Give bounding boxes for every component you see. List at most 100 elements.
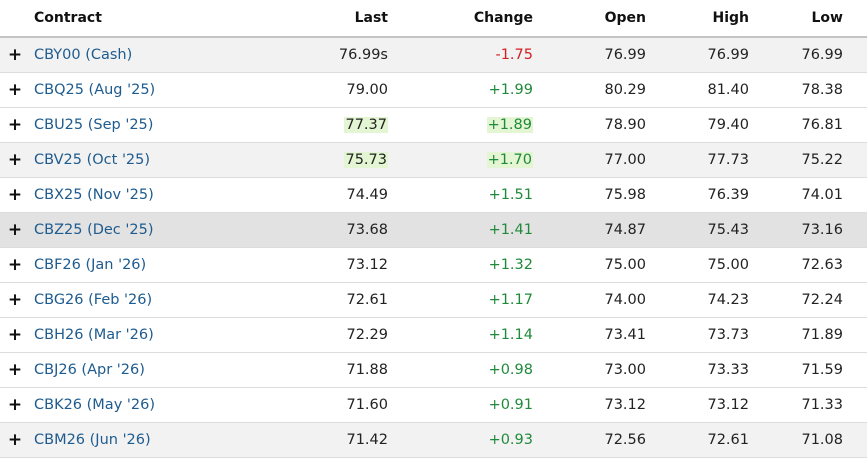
change-cell: +0.98 <box>388 352 533 388</box>
plus-icon[interactable]: + <box>0 282 30 318</box>
high-price-cell: 79.40 <box>646 107 749 143</box>
last-price-cell: 77.37 <box>192 107 388 143</box>
contract-link[interactable]: CBQ25 (Aug '25) <box>34 82 156 98</box>
contract-cell: CBX25 (Nov '25) <box>30 177 192 213</box>
last-column-header[interactable]: Last <box>192 0 388 38</box>
change-value: +1.14 <box>488 327 533 343</box>
low-price-cell: 76.99 <box>749 37 843 73</box>
change-value: +0.98 <box>488 362 533 378</box>
contract-column-header[interactable]: Contract <box>30 0 192 38</box>
last-price-value: 76.99s <box>338 47 388 63</box>
table-row: + CBU25 (Sep '25) 77.37 +1.89 78.90 79.4… <box>0 107 867 143</box>
change-value: +1.17 <box>488 292 533 308</box>
last-price-cell: 73.12 <box>192 247 388 283</box>
last-price-cell: 71.60 <box>192 387 388 423</box>
table-row: + CBZ25 (Dec '25) 73.68 +1.41 74.87 75.4… <box>0 212 867 248</box>
change-cell: +1.70 <box>388 142 533 178</box>
change-value: +0.91 <box>488 397 533 413</box>
contract-link[interactable]: CBX25 (Nov '25) <box>34 187 154 203</box>
high-price-cell: 73.33 <box>646 352 749 388</box>
table-row: + CBK26 (May '26) 71.60 +0.91 73.12 73.1… <box>0 387 867 423</box>
table-row: + CBY00 (Cash) 76.99s -1.75 76.99 76.99 … <box>0 37 867 73</box>
contract-link[interactable]: CBM26 (Jun '26) <box>34 432 151 448</box>
change-value: +1.32 <box>488 257 533 273</box>
change-cell: -1.75 <box>388 37 533 73</box>
plus-icon[interactable]: + <box>0 352 30 388</box>
last-price-value: 77.37 <box>344 117 388 133</box>
high-column-header[interactable]: High <box>646 0 749 38</box>
last-price-value: 71.42 <box>346 432 388 448</box>
change-value: +1.70 <box>486 152 533 168</box>
plus-icon[interactable]: + <box>0 107 30 143</box>
low-price-cell: 78.38 <box>749 72 843 108</box>
low-price-cell: 72.63 <box>749 247 843 283</box>
change-column-header[interactable]: Change <box>388 0 533 38</box>
table-row: + CBF26 (Jan '26) 73.12 +1.32 75.00 75.0… <box>0 247 867 283</box>
last-price-value: 74.49 <box>346 187 388 203</box>
change-value: -1.75 <box>495 47 533 63</box>
last-price-cell: 73.68 <box>192 212 388 248</box>
plus-icon[interactable]: + <box>0 37 30 73</box>
last-price-value: 79.00 <box>346 82 388 98</box>
last-price-cell: 74.49 <box>192 177 388 213</box>
high-price-cell: 73.73 <box>646 317 749 353</box>
contract-cell: CBZ25 (Dec '25) <box>30 212 192 248</box>
open-price-cell: 72.56 <box>533 422 646 458</box>
low-price-cell: 71.89 <box>749 317 843 353</box>
plus-icon[interactable]: + <box>0 142 30 178</box>
low-price-cell: 75.22 <box>749 142 843 178</box>
row-spacer <box>843 422 867 458</box>
row-spacer <box>843 177 867 213</box>
low-price-cell: 72.24 <box>749 282 843 318</box>
low-price-cell: 71.08 <box>749 422 843 458</box>
contract-cell: CBQ25 (Aug '25) <box>30 72 192 108</box>
expand-column-header <box>0 0 30 38</box>
open-price-cell: 80.29 <box>533 72 646 108</box>
open-column-header[interactable]: Open <box>533 0 646 38</box>
open-price-cell: 76.99 <box>533 37 646 73</box>
table-row: + CBG26 (Feb '26) 72.61 +1.17 74.00 74.2… <box>0 282 867 318</box>
last-price-cell: 79.00 <box>192 72 388 108</box>
plus-icon[interactable]: + <box>0 317 30 353</box>
table-row: + CBM26 (Jun '26) 71.42 +0.93 72.56 72.6… <box>0 422 867 458</box>
change-value: +1.99 <box>488 82 533 98</box>
last-price-cell: 76.99s <box>192 37 388 73</box>
contract-link[interactable]: CBK26 (May '26) <box>34 397 155 413</box>
contract-cell: CBF26 (Jan '26) <box>30 247 192 283</box>
row-spacer <box>843 72 867 108</box>
plus-icon[interactable]: + <box>0 387 30 423</box>
contract-link[interactable]: CBY00 (Cash) <box>34 47 133 63</box>
change-cell: +1.99 <box>388 72 533 108</box>
last-price-value: 75.73 <box>344 152 388 168</box>
contract-cell: CBU25 (Sep '25) <box>30 107 192 143</box>
high-price-cell: 76.39 <box>646 177 749 213</box>
plus-icon[interactable]: + <box>0 177 30 213</box>
contract-link[interactable]: CBJ26 (Apr '26) <box>34 362 145 378</box>
contract-cell: CBG26 (Feb '26) <box>30 282 192 318</box>
plus-icon[interactable]: + <box>0 247 30 283</box>
low-column-header[interactable]: Low <box>749 0 843 38</box>
low-price-cell: 73.16 <box>749 212 843 248</box>
contract-link[interactable]: CBU25 (Sep '25) <box>34 117 154 133</box>
contract-cell: CBK26 (May '26) <box>30 387 192 423</box>
open-price-cell: 75.98 <box>533 177 646 213</box>
plus-icon[interactable]: + <box>0 212 30 248</box>
low-price-cell: 71.59 <box>749 352 843 388</box>
contract-cell: CBH26 (Mar '26) <box>30 317 192 353</box>
change-cell: +1.41 <box>388 212 533 248</box>
change-cell: +1.32 <box>388 247 533 283</box>
contract-link[interactable]: CBZ25 (Dec '25) <box>34 222 154 238</box>
contract-cell: CBY00 (Cash) <box>30 37 192 73</box>
contract-link[interactable]: CBV25 (Oct '25) <box>34 152 151 168</box>
plus-icon[interactable]: + <box>0 422 30 458</box>
contract-link[interactable]: CBG26 (Feb '26) <box>34 292 153 308</box>
high-price-cell: 75.43 <box>646 212 749 248</box>
contract-link[interactable]: CBH26 (Mar '26) <box>34 327 154 343</box>
last-price-value: 73.68 <box>346 222 388 238</box>
change-cell: +0.91 <box>388 387 533 423</box>
change-cell: +1.89 <box>388 107 533 143</box>
plus-icon[interactable]: + <box>0 72 30 108</box>
table-row: + CBQ25 (Aug '25) 79.00 +1.99 80.29 81.4… <box>0 72 867 108</box>
contract-link[interactable]: CBF26 (Jan '26) <box>34 257 147 273</box>
row-spacer <box>843 387 867 423</box>
